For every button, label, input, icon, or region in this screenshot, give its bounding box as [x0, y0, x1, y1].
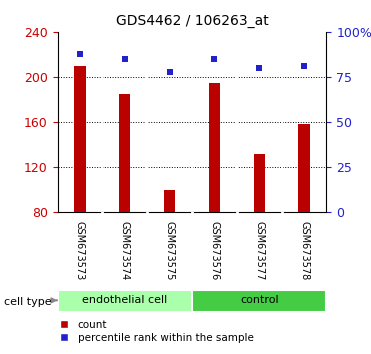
Bar [58, 290, 192, 312]
Text: GSM673577: GSM673577 [254, 221, 264, 280]
Text: control: control [240, 295, 279, 306]
Bar [192, 290, 326, 312]
Bar [119, 94, 130, 212]
Text: GSM673576: GSM673576 [209, 221, 219, 280]
Point [256, 65, 262, 71]
Bar [209, 82, 220, 212]
Text: cell type: cell type [4, 297, 51, 307]
Point [167, 69, 173, 74]
Title: GDS4462 / 106263_at: GDS4462 / 106263_at [116, 14, 268, 28]
Point [122, 56, 128, 62]
Point [77, 51, 83, 56]
Legend: count, percentile rank within the sample: count, percentile rank within the sample [50, 315, 258, 347]
Text: GSM673574: GSM673574 [120, 221, 130, 280]
Text: endothelial cell: endothelial cell [82, 295, 167, 306]
Point [211, 56, 217, 62]
Point [301, 63, 307, 69]
Text: GSM673578: GSM673578 [299, 221, 309, 280]
Bar [74, 66, 86, 212]
Bar [164, 190, 175, 212]
Text: GSM673575: GSM673575 [165, 221, 175, 280]
Text: GSM673573: GSM673573 [75, 221, 85, 280]
Bar [254, 154, 265, 212]
Bar [298, 124, 310, 212]
